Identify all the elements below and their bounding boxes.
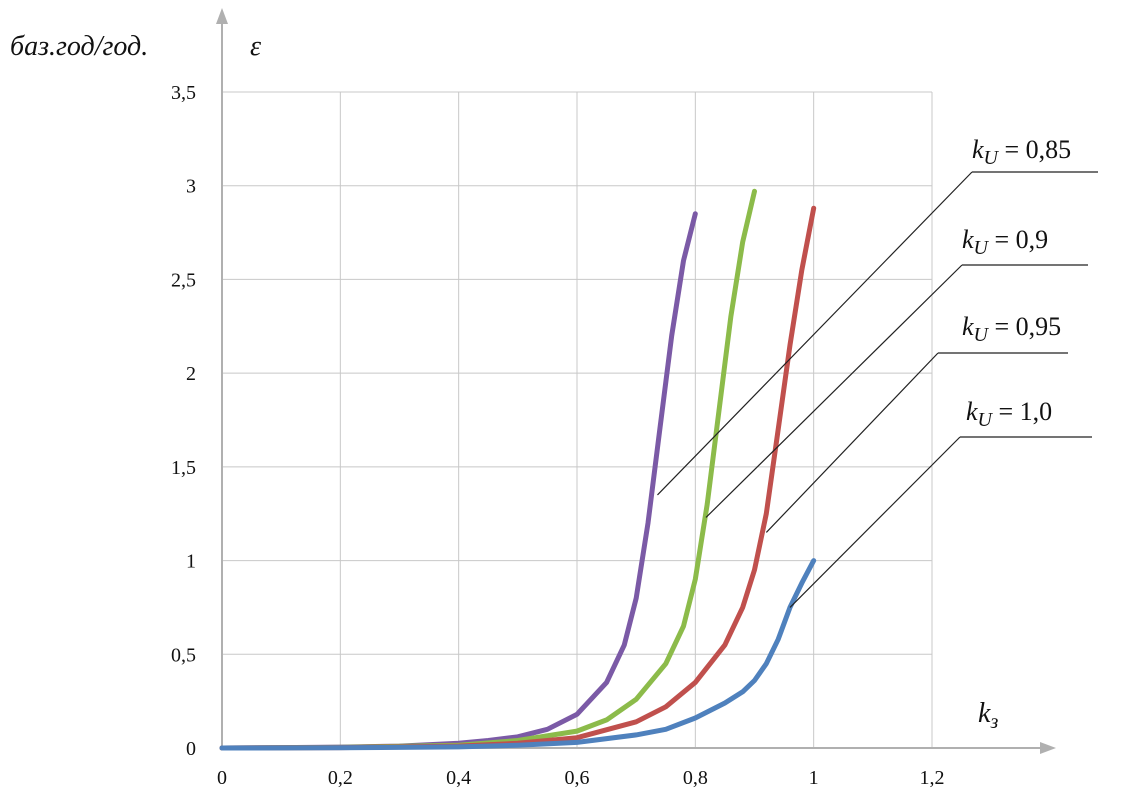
series-lines (219, 188, 817, 751)
x-tick-label: 0,8 (683, 767, 708, 789)
y-axis-label: баз.год/год. (10, 31, 148, 62)
legend-label-3: kU = 0,95 (962, 312, 1061, 346)
legend-leader (705, 264, 963, 518)
series-line-2 (219, 188, 757, 751)
legend-value: = 0,85 (998, 135, 1071, 164)
x-tick-labels: 0 0,2 0,4 0,6 0,8 1 1,2 (217, 767, 945, 789)
series-line-3 (219, 205, 817, 751)
x-tick-label: 0,4 (446, 767, 471, 789)
y-axis-symbol: ε (250, 31, 261, 62)
y-tick-label: 1 (186, 551, 196, 573)
y-tick-label: 0 (186, 738, 196, 760)
x-tick-label: 0 (217, 767, 227, 789)
legend-leaders (657, 171, 1098, 608)
legend-sub: U (974, 324, 990, 346)
series-line-4 (219, 558, 817, 751)
y-tick-label: 2,5 (171, 269, 196, 291)
y-tick-label: 3,5 (171, 82, 196, 104)
axes (216, 8, 1056, 754)
x-tick-label: 1,2 (920, 767, 945, 789)
legend-value: = 1,0 (992, 397, 1052, 426)
legend-leader (657, 171, 973, 496)
legend-value: = 0,9 (988, 225, 1048, 254)
y-tick-label: 0,5 (171, 644, 196, 666)
legend-sub: U (978, 409, 994, 431)
legend-label-2: kU = 0,9 (962, 225, 1048, 259)
legend-var: k (966, 397, 978, 426)
legend-sub: U (974, 237, 990, 259)
legend-label-1: kU = 0,85 (972, 135, 1071, 169)
grid (222, 91, 933, 748)
y-axis-arrowhead (216, 8, 228, 24)
legend-var: k (962, 225, 974, 254)
legend-leader (789, 436, 961, 608)
legend-leader (765, 352, 939, 533)
legend-value: = 0,95 (988, 312, 1061, 341)
y-tick-label: 2 (186, 363, 196, 385)
x-axis-label-var: k (978, 698, 991, 729)
y-tick-label: 3 (186, 176, 196, 198)
x-axis-arrowhead (1040, 742, 1056, 754)
legend-var: k (972, 135, 984, 164)
legend-sub: U (984, 147, 1000, 169)
legend-var: k (962, 312, 974, 341)
y-tick-labels: 0 0,5 1 1,5 2 2,5 3 3,5 (171, 82, 196, 760)
x-tick-label: 0,2 (328, 767, 353, 789)
x-axis-label: kз (978, 698, 998, 733)
x-tick-label: 1 (809, 767, 819, 789)
legend-label-4: kU = 1,0 (966, 397, 1052, 431)
x-tick-label: 0,6 (565, 767, 590, 789)
x-axis-label-sub: з (989, 711, 998, 733)
y-tick-label: 1,5 (171, 457, 196, 479)
